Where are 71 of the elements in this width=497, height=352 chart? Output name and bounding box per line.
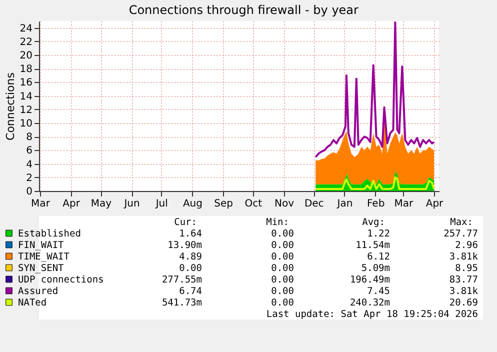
text: 0.00	[271, 286, 294, 297]
text: 20.69	[449, 297, 478, 308]
y-tick-label: 18	[20, 64, 32, 76]
text: 277.55m	[162, 274, 202, 286]
text: 0.00	[271, 228, 294, 240]
x-tick-label: Jan	[336, 198, 353, 210]
x-tick-label: Sep	[214, 198, 234, 210]
y-tick-label: 22	[20, 36, 32, 48]
text: 6.74	[179, 286, 202, 297]
x-tick-label: Nov	[274, 198, 294, 210]
legend-label: SYN_SENT	[18, 262, 64, 274]
text: Last update: Sat Apr 18 19:25:04 2026	[266, 308, 478, 320]
line-series	[314, 21, 436, 158]
text: 1.64	[179, 228, 202, 240]
text: 11.54m	[356, 240, 390, 251]
text: 541.73m	[162, 297, 202, 308]
text: 83.77	[449, 274, 478, 286]
y-tick-label: 2	[26, 172, 32, 184]
text: 240.32m	[350, 297, 390, 308]
y-tick-label: 12	[20, 104, 32, 116]
text: 5.09m	[361, 262, 390, 274]
x-tick-label: Jul	[154, 198, 168, 210]
x-tick-label: Apr	[426, 198, 444, 210]
text: 0.00	[271, 274, 294, 286]
legend-label: UDP connections	[18, 274, 104, 286]
legend-label: NATed	[18, 297, 47, 308]
text: 196.49m	[350, 274, 390, 286]
y-tick-label: 0	[26, 186, 32, 198]
x-tick-label: Oct	[244, 198, 262, 210]
text: Max:	[450, 216, 473, 228]
text: 0.00	[271, 251, 294, 262]
y-tick-label: 8	[26, 132, 32, 144]
text: 7.45	[367, 286, 390, 297]
text: 3.81k	[449, 251, 478, 262]
legend-label: FIN_WAIT	[18, 240, 64, 251]
y-tick-label: 10	[20, 118, 32, 130]
text: 8.95	[455, 262, 478, 274]
x-tick-label: Dec	[304, 198, 324, 210]
y-tick-label: 20	[20, 50, 32, 62]
x-tick-label: Aug	[182, 198, 202, 210]
legend-label: Assured	[18, 286, 58, 297]
x-tick-label: May	[90, 198, 112, 210]
x-tick-label: Apr	[62, 198, 81, 210]
text: 0.00	[271, 240, 294, 251]
y-tick-label: 24	[20, 23, 32, 34]
y-tick-label: 6	[26, 146, 32, 157]
text: 1.22	[367, 228, 390, 240]
text: 0.00	[271, 262, 294, 274]
text: 2.96	[455, 240, 478, 251]
text: 0.00	[271, 297, 294, 308]
chart-title: Connections through firewall - by year	[128, 3, 359, 17]
legend-label: Established	[18, 228, 81, 240]
text: 3.81k	[449, 286, 478, 297]
x-tick-label: Feb	[366, 198, 385, 210]
text: 257.77	[444, 228, 478, 240]
text: Min:	[266, 216, 289, 228]
y-tick-label: 14	[20, 91, 32, 102]
line-series	[314, 176, 436, 190]
text: Cur:	[174, 216, 197, 228]
text: 6.12	[367, 251, 390, 262]
x-tick-label: Jun	[123, 198, 140, 210]
y-axis-title: Connections	[4, 72, 17, 140]
x-tick-label: Mar	[31, 198, 51, 210]
y-tick-label: 16	[20, 78, 32, 89]
y-tick-label: 4	[26, 159, 32, 170]
text: 13.90m	[168, 240, 202, 251]
x-tick-label: Mar	[394, 198, 414, 210]
text: Avg:	[362, 216, 385, 228]
legend-label: TIME_WAIT	[18, 251, 70, 262]
text: 4.89	[179, 251, 202, 262]
text: 0.00	[179, 262, 202, 274]
